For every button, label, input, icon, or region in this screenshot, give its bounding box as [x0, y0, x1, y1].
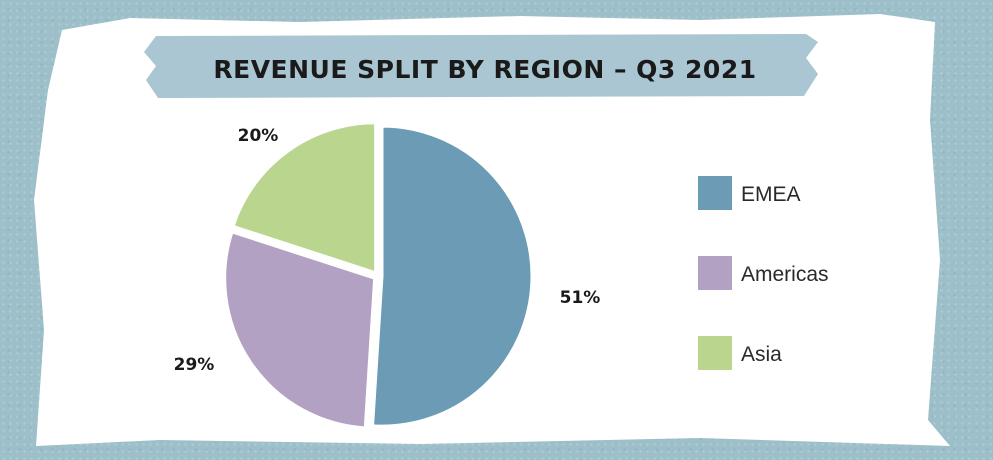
- legend-swatch-emea: [698, 176, 732, 210]
- legend: EMEA Americas Asia: [698, 176, 829, 370]
- chart-title: REVENUE SPLIT BY REGION – Q3 2021: [213, 55, 756, 84]
- pie-slice-asia: [231, 121, 378, 275]
- legend-label-asia: Asia: [741, 343, 782, 366]
- slice-label-asia: 20%: [238, 126, 279, 146]
- legend-label-emea: EMEA: [741, 183, 801, 206]
- slice-label-emea: 51%: [560, 288, 601, 308]
- pie-slice-emea: [370, 124, 534, 428]
- legend-label-americas: Americas: [741, 263, 829, 286]
- title-banner: [144, 34, 818, 98]
- pie-chart: [223, 121, 534, 430]
- pie-slice-americas: [223, 230, 377, 430]
- legend-swatch-americas: [698, 256, 732, 290]
- legend-swatch-asia: [698, 336, 732, 370]
- slice-label-americas: 29%: [174, 355, 215, 375]
- pie-labels: 51% 29% 20%: [174, 126, 601, 375]
